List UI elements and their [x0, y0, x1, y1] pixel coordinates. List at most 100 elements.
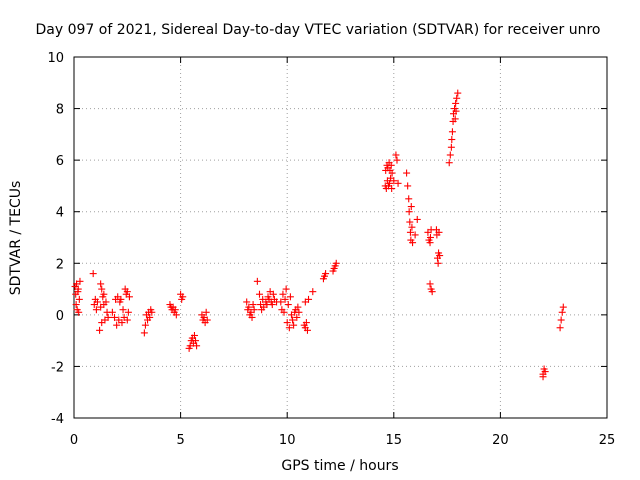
data-point	[285, 324, 293, 332]
data-point	[390, 177, 398, 185]
data-point	[104, 313, 112, 321]
data-point	[448, 128, 456, 136]
data-point	[118, 319, 126, 327]
data-point	[322, 270, 330, 278]
data-point	[428, 288, 436, 296]
data-point	[113, 321, 121, 329]
data-point	[302, 319, 310, 327]
data-point	[72, 301, 80, 309]
data-point	[452, 99, 460, 107]
data-point	[386, 179, 394, 187]
data-point	[294, 303, 302, 311]
data-point	[283, 319, 291, 327]
data-point	[268, 301, 276, 309]
data-point	[203, 316, 211, 324]
y-axis-label: SDTVAR / TECUs	[8, 181, 24, 296]
data-point	[446, 151, 454, 159]
x-tick-labels: 0 5 10 15 20 25	[70, 433, 615, 448]
data-point	[148, 308, 156, 316]
data-point	[171, 306, 179, 314]
y-tick-labels: -4 -2 0 2 4 6 8 10	[47, 51, 64, 427]
data-point	[102, 298, 110, 306]
data-point	[387, 161, 395, 169]
data-point	[305, 295, 313, 303]
data-point	[248, 313, 256, 321]
data-point	[76, 277, 84, 285]
data-point	[448, 136, 456, 144]
data-point	[394, 179, 402, 187]
data-point	[541, 368, 549, 376]
data-point	[404, 182, 412, 190]
data-point	[454, 89, 462, 97]
data-point	[405, 208, 413, 216]
data-point	[406, 228, 414, 236]
data-point	[413, 215, 421, 223]
y-tick-label: 4	[56, 206, 64, 221]
data-point	[269, 290, 277, 298]
data-point	[119, 306, 127, 314]
data-point	[120, 313, 128, 321]
data-point	[140, 329, 148, 337]
data-point	[403, 169, 411, 177]
data-point	[407, 203, 415, 211]
data-point	[411, 231, 419, 239]
data-point	[388, 169, 396, 177]
data-points	[71, 89, 567, 381]
data-point	[295, 308, 303, 316]
data-point	[100, 290, 108, 298]
x-tick-label: 5	[176, 433, 184, 448]
data-point	[556, 324, 564, 332]
y-tick-label: -2	[51, 360, 64, 375]
data-point	[393, 156, 401, 164]
data-point	[277, 298, 285, 306]
x-tick-label: 25	[599, 433, 616, 448]
data-point	[426, 234, 434, 241]
data-point	[111, 313, 119, 321]
data-point	[408, 223, 416, 231]
data-point	[108, 308, 116, 316]
data-point	[190, 331, 198, 339]
data-point	[192, 337, 200, 345]
data-point	[89, 270, 97, 278]
y-tick-label: 0	[56, 309, 64, 324]
data-point	[293, 313, 301, 321]
data-point	[426, 280, 434, 288]
data-point	[286, 293, 294, 301]
data-point	[243, 298, 251, 306]
data-point	[124, 308, 132, 316]
data-point	[282, 285, 290, 293]
data-point	[289, 316, 297, 324]
data-point	[193, 342, 201, 350]
data-point	[332, 259, 340, 267]
data-point	[559, 303, 567, 311]
y-tick-label: 6	[56, 154, 64, 169]
data-point	[172, 311, 180, 319]
data-point	[435, 228, 443, 236]
data-point	[74, 285, 82, 293]
data-point	[557, 316, 565, 324]
data-point	[249, 301, 257, 309]
data-point	[279, 290, 287, 298]
x-axis-label: GPS time / hours	[281, 458, 398, 474]
data-point	[281, 295, 289, 303]
data-point	[406, 218, 414, 226]
data-point	[451, 115, 459, 123]
data-point	[93, 298, 101, 306]
data-point	[539, 373, 547, 381]
data-point	[141, 321, 149, 329]
data-point	[255, 290, 263, 298]
data-point	[392, 151, 400, 159]
data-point	[409, 239, 417, 247]
y-tick-label: 2	[56, 257, 64, 272]
x-tick-label: 15	[386, 433, 403, 448]
data-point	[179, 293, 187, 301]
x-tick-label: 10	[279, 433, 296, 448]
axis-ticks	[73, 56, 608, 419]
plot-frame	[73, 56, 608, 419]
data-point	[253, 277, 261, 285]
data-point	[452, 107, 460, 115]
data-point	[284, 301, 292, 309]
data-point	[558, 308, 566, 316]
data-point	[117, 295, 125, 303]
